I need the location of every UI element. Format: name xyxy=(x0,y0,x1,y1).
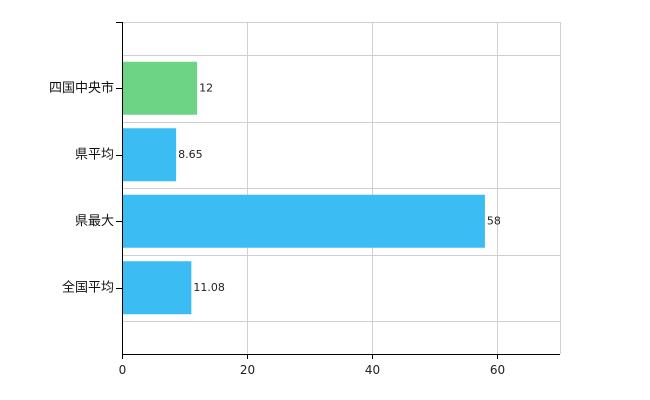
axis-layer xyxy=(116,22,560,359)
x-tick-label: 60 xyxy=(490,363,505,377)
bar xyxy=(122,61,198,115)
data-label: 11.08 xyxy=(193,281,225,294)
x-tick-label: 40 xyxy=(365,363,380,377)
bar xyxy=(122,128,177,182)
category-label: 四国中央市 xyxy=(49,80,114,96)
bar-layer xyxy=(122,61,485,315)
label-layer: 四国中央市 12 県平均 8.65 県最大 58 全国平均 11.08 0 20 40 60 xyxy=(49,80,505,377)
category-label: 全国平均 xyxy=(62,279,114,295)
x-tick-label: 20 xyxy=(240,363,255,377)
x-tick-label: 0 xyxy=(119,363,127,377)
category-label: 県最大 xyxy=(75,214,114,229)
category-label: 県平均 xyxy=(75,147,114,162)
bar xyxy=(122,194,485,248)
data-label: 12 xyxy=(199,81,213,94)
bar xyxy=(122,261,192,315)
data-label: 8.65 xyxy=(178,148,203,161)
data-label: 58 xyxy=(487,214,501,227)
grid-layer xyxy=(122,22,561,354)
